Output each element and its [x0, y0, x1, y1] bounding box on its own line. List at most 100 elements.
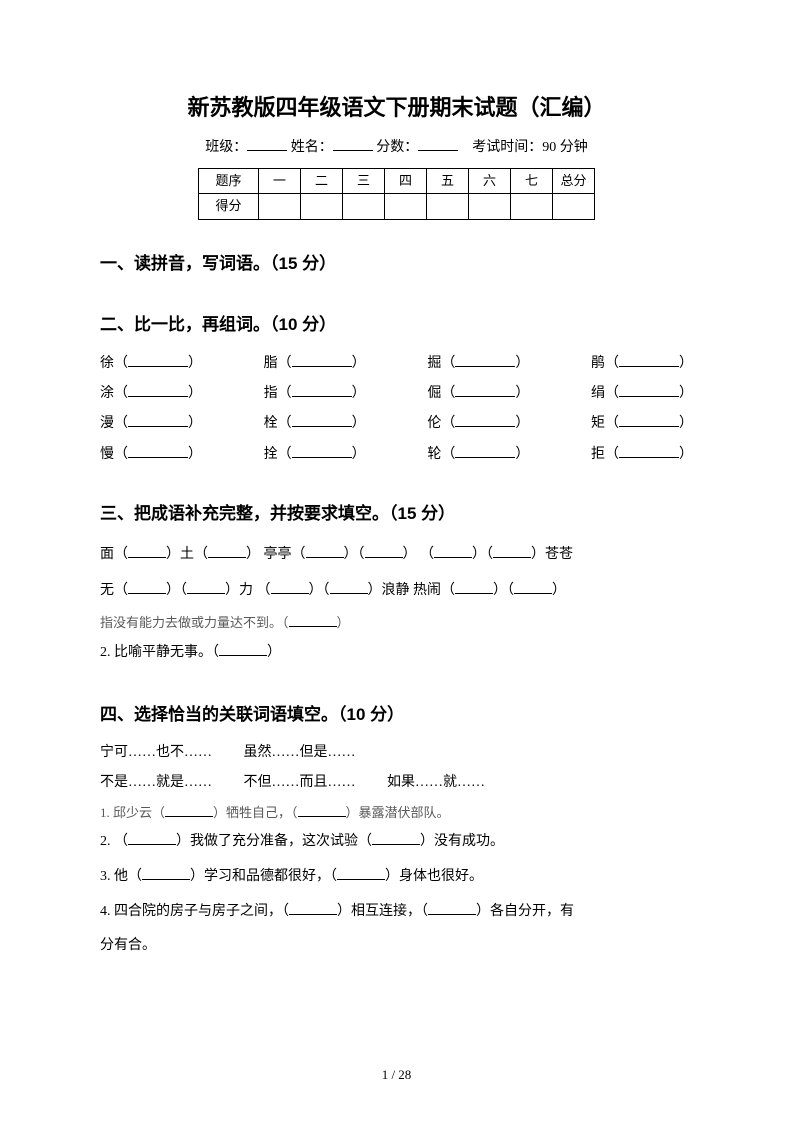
char: 拒	[591, 447, 605, 462]
word-cell: 涂（）	[100, 383, 202, 405]
idiom-blank[interactable]	[434, 544, 472, 558]
answer-blank[interactable]	[219, 642, 267, 656]
cell-blank[interactable]	[301, 194, 343, 220]
answer-blank[interactable]	[142, 866, 190, 880]
cell-num: 一	[259, 168, 301, 194]
text: ）暴露潜伏部队。	[346, 805, 450, 820]
answer-blank[interactable]	[372, 831, 420, 845]
section-1-heading: 一、读拼音，写词语。（15 分）	[100, 250, 693, 277]
cell-num: 四	[385, 168, 427, 194]
score-label: 分数：	[376, 140, 418, 155]
word-blank[interactable]	[619, 413, 679, 427]
text: ）	[337, 615, 350, 630]
char: 慢	[100, 447, 114, 462]
idiom-blank[interactable]	[455, 580, 493, 594]
cell-blank[interactable]	[511, 194, 553, 220]
idiom-blank[interactable]	[128, 580, 166, 594]
word-blank[interactable]	[292, 353, 352, 367]
answer-blank[interactable]	[289, 901, 337, 915]
word-blank[interactable]	[292, 383, 352, 397]
cell-blank[interactable]	[469, 194, 511, 220]
word-cell: 鹃（）	[591, 353, 693, 375]
cell-blank[interactable]	[553, 194, 595, 220]
word-blank[interactable]	[292, 444, 352, 458]
conj-q3: 3. 他（）学习和品德都很好，（）身体也很好。	[100, 864, 693, 891]
word-cell: 慢（）	[100, 444, 202, 466]
cell-blank[interactable]	[343, 194, 385, 220]
cell-num: 六	[469, 168, 511, 194]
class-blank[interactable]	[247, 137, 287, 151]
word-cell: 栓（）	[264, 413, 366, 435]
word-blank[interactable]	[128, 383, 188, 397]
idiom-blank[interactable]	[128, 544, 166, 558]
cell-blank[interactable]	[259, 194, 301, 220]
idiom-blank[interactable]	[330, 580, 368, 594]
cell-num: 七	[511, 168, 553, 194]
conj-q2: 2. （）我做了充分准备，这次试验（）没有成功。	[100, 829, 693, 856]
text: 2. （	[100, 834, 128, 849]
word-blank[interactable]	[455, 444, 515, 458]
idiom-blank[interactable]	[306, 544, 344, 558]
conj-opt: 如果……就……	[387, 775, 485, 790]
idiom-blank[interactable]	[187, 580, 225, 594]
answer-blank[interactable]	[289, 613, 337, 627]
answer-blank[interactable]	[165, 803, 213, 817]
char: 脂	[264, 356, 278, 371]
idiom-blank[interactable]	[514, 580, 552, 594]
text: ）学习和品德都很好，（	[190, 869, 337, 884]
cell-score-label: 得分	[199, 194, 259, 220]
class-label: 班级：	[205, 140, 247, 155]
answer-blank[interactable]	[128, 831, 176, 845]
text: 指没有能力去做或力量达不到。（	[100, 615, 289, 630]
char: 指	[264, 386, 278, 401]
text: ）	[552, 583, 566, 598]
word-cell: 掘（）	[427, 353, 529, 375]
text: ）相互连接，（	[337, 904, 428, 919]
answer-blank[interactable]	[428, 901, 476, 915]
conj-opt: 不但……而且……	[244, 775, 356, 790]
answer-blank[interactable]	[337, 866, 385, 880]
idiom-blank[interactable]	[271, 580, 309, 594]
word-blank[interactable]	[128, 413, 188, 427]
exam-time-value: 90 分钟	[542, 140, 588, 155]
word-blank[interactable]	[619, 353, 679, 367]
idiom-blank[interactable]	[365, 544, 403, 558]
section-3-heading: 三、把成语补充完整，并按要求填空。（15 分）	[100, 500, 693, 527]
idiom-line-1: 面（）土（） 亭亭（）（） （）（）苍苍	[100, 541, 693, 569]
word-blank[interactable]	[619, 444, 679, 458]
cell-blank[interactable]	[427, 194, 469, 220]
conj-options-row1: 宁可……也不…… 虽然……但是……	[100, 742, 693, 764]
name-blank[interactable]	[333, 137, 373, 151]
word-blank[interactable]	[292, 413, 352, 427]
word-blank[interactable]	[619, 383, 679, 397]
word-blank[interactable]	[128, 353, 188, 367]
conj-options-row2: 不是……就是…… 不但……而且…… 如果……就……	[100, 772, 693, 794]
word-blank[interactable]	[455, 413, 515, 427]
score-blank[interactable]	[418, 137, 458, 151]
conj-q1: 1. 邱少云（）牺牲自己，（）暴露潜伏部队。	[100, 803, 693, 824]
table-row: 得分	[199, 194, 595, 220]
word-cell: 拴（）	[264, 444, 366, 466]
word-row: 徐（） 脂（） 掘（） 鹃（）	[100, 353, 693, 375]
answer-blank[interactable]	[298, 803, 346, 817]
text: ）我做了充分准备，这次试验（	[176, 834, 372, 849]
word-blank[interactable]	[128, 444, 188, 458]
cell-num: 三	[343, 168, 385, 194]
text: ） （	[403, 547, 435, 562]
idiom-blank[interactable]	[493, 544, 531, 558]
cell-blank[interactable]	[385, 194, 427, 220]
idiom-blank[interactable]	[208, 544, 246, 558]
word-blank[interactable]	[455, 383, 515, 397]
char: 倔	[427, 386, 441, 401]
word-cell: 漫（）	[100, 413, 202, 435]
exam-time-label: 考试时间：	[472, 140, 542, 155]
text: ）（	[472, 547, 493, 562]
cell-num: 五	[427, 168, 469, 194]
word-row: 慢（） 拴（） 轮（） 拒（）	[100, 444, 693, 466]
exam-title: 新苏教版四年级语文下册期末试题（汇编）	[100, 90, 693, 125]
char: 鹃	[591, 356, 605, 371]
char: 伦	[427, 416, 441, 431]
conj-opt: 宁可……也不……	[100, 745, 212, 760]
word-cell: 倔（）	[427, 383, 529, 405]
word-blank[interactable]	[455, 353, 515, 367]
